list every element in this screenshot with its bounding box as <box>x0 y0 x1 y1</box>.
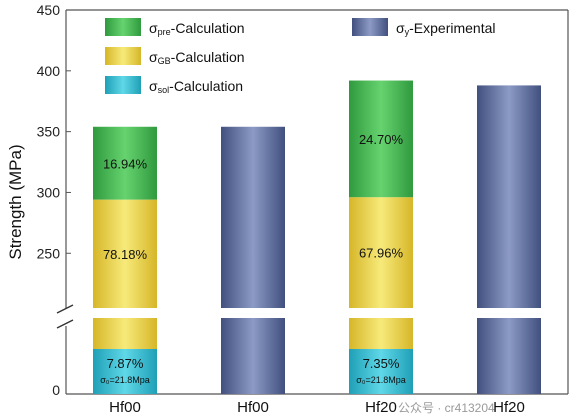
legend-item-sol: σsol-Calculation <box>105 76 243 95</box>
y-tick-label: 300 <box>37 184 61 200</box>
y-axis-label: Strength (MPa) <box>6 144 25 259</box>
data-label-sigma0: σ₀=21.8Mpa <box>356 375 406 385</box>
bar-segment-gb <box>349 197 413 308</box>
data-label-sol: 7.87% <box>107 356 144 371</box>
legend-item-gb: σGB-Calculation <box>105 47 245 66</box>
bar-segment-experimental <box>221 126 285 308</box>
bar-segment-pre <box>93 126 157 200</box>
legend-swatch <box>105 47 141 65</box>
axis-break-mark <box>56 304 74 329</box>
bar-calc-hf20: 24.70% 67.96% 7.35% σ₀=21.8Mpa <box>349 80 413 394</box>
bar-segment-sol <box>93 349 157 394</box>
y-tick-label: 400 <box>37 63 61 79</box>
bars: 16.94% 78.18% 7.87% σ₀=21.8Mpa 24.70% 67.96% 7… <box>93 80 541 394</box>
data-label-pre: 24.70% <box>359 132 404 147</box>
bar-segment-pre <box>349 80 413 198</box>
bar-segment-experimental <box>477 85 541 308</box>
legend-item-exp: σy-Experimental <box>352 18 496 37</box>
bar-segment-experimental <box>477 318 541 394</box>
data-label-sol: 7.35% <box>363 356 400 371</box>
data-label-pre: 16.94% <box>103 156 148 171</box>
bar-exp-hf20 <box>477 85 541 394</box>
x-tick-label: Hf20 <box>493 399 525 416</box>
legend-item-pre: σpre-Calculation <box>105 18 245 37</box>
bar-segment-sol <box>349 349 413 394</box>
y-tick-label: 0 <box>52 382 60 398</box>
legend-label: σGB-Calculation <box>149 49 245 66</box>
legend-label: σsol-Calculation <box>149 78 243 95</box>
watermark: 公众号 · cr413204 <box>398 401 495 415</box>
y-ticks: 250 300 350 400 450 0 <box>37 2 71 398</box>
legend: σpre-Calculation σGB-Calculation σsol-Calc… <box>105 18 496 95</box>
bar-calc-hf00: 16.94% 78.18% 7.87% σ₀=21.8Mpa <box>93 126 157 394</box>
legend-label: σy-Experimental <box>396 20 496 37</box>
x-tick-label: Hf20 <box>365 399 397 416</box>
legend-swatch <box>105 76 141 94</box>
bar-segment-experimental <box>221 318 285 394</box>
x-tick-label: Hf00 <box>237 399 269 416</box>
legend-swatch <box>352 18 388 36</box>
data-label-gb: 78.18% <box>103 247 148 262</box>
data-label-sigma0: σ₀=21.8Mpa <box>100 375 150 385</box>
bar-segment-gb <box>349 318 413 349</box>
legend-label: σpre-Calculation <box>149 20 245 37</box>
y-tick-label: 450 <box>37 2 61 18</box>
category-labels: Hf00 Hf00 Hf20 Hf20 <box>109 399 525 416</box>
bar-segment-gb <box>93 318 157 349</box>
data-label-gb: 67.96% <box>359 246 404 261</box>
legend-swatch <box>105 18 141 36</box>
bar-exp-hf00 <box>221 126 285 394</box>
y-tick-label: 250 <box>37 245 61 261</box>
bar-segment-gb <box>93 199 157 308</box>
x-tick-label: Hf00 <box>109 399 141 416</box>
y-tick-label: 350 <box>37 124 61 140</box>
